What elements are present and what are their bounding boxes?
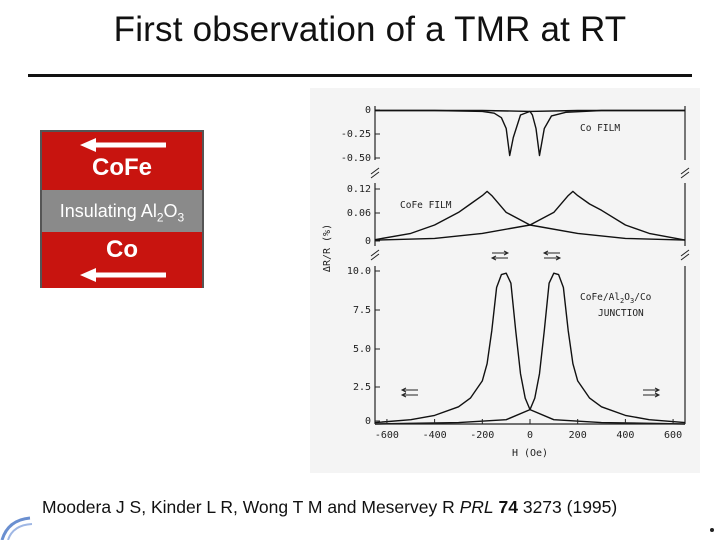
state-arrow-head-icon (542, 250, 549, 256)
x-tick-label: 200 (569, 430, 587, 441)
axis-break-mark (370, 167, 380, 179)
title-divider (28, 74, 692, 77)
citation: Moodera J S, Kinder L R, Wong T M and Me… (42, 497, 617, 518)
cofe-layer: CoFe (42, 132, 202, 190)
annotation-junction-part: 3 (630, 297, 634, 305)
junction-stack-diagram: CoFe Insulating Al2O3 Co (40, 130, 204, 288)
x-tick-label: 400 (616, 430, 634, 441)
cofe-label: CoFe (92, 154, 152, 181)
annotation-co-film: Co FILM (580, 123, 620, 134)
x-axis-label: H (Oe) (512, 448, 548, 459)
y-tick-label: 2.5 (353, 382, 371, 393)
citation-pages: 3273 (1995) (517, 497, 618, 517)
y-tick-label: 0 (365, 236, 371, 247)
logo-icon (0, 516, 33, 540)
state-arrow-head-icon (555, 255, 562, 261)
insulator-o: O (163, 201, 178, 221)
insulator-layer: Insulating Al2O3 (42, 190, 202, 232)
y-tick-label: 10.0 (347, 266, 371, 277)
series-line-panel-2-1 (374, 190, 686, 241)
x-tick-label: 0 (527, 430, 533, 441)
annotation-cofe-film: CoFe FILM (400, 200, 452, 211)
axis-break-mark (680, 167, 690, 179)
insulator-sub-2: 2 (156, 210, 164, 225)
series-line-panel-2-2 (374, 190, 686, 241)
annotation-junction-line2: JUNCTION (598, 308, 644, 319)
annotation-junction: CoFe/Al2O3/Co (580, 292, 652, 305)
co-layer: Co (42, 232, 202, 288)
annotation-junction-part: CoFe/Al (580, 292, 620, 303)
x-tick-label: 600 (664, 430, 682, 441)
tmr-figure: 0 -0.25 -0.50 0.12 0.06 0 10.0 7.5 5.0 2.5 0 -600 -4… (310, 88, 700, 473)
y-tick-label: -0.25 (341, 129, 371, 140)
y-axis-label: ΔR/R (%) (322, 224, 333, 272)
x-tick-label: -200 (470, 430, 494, 441)
annotation-junction-part: O (624, 292, 630, 303)
tmr-plots: 0 -0.25 -0.50 0.12 0.06 0 10.0 7.5 5.0 2.5 0 -600 -4… (322, 105, 690, 459)
series-line-panel-3-1 (374, 272, 686, 425)
axis-break-mark (370, 249, 380, 261)
citation-journal: PRL (459, 497, 494, 517)
state-arrow-head-icon (654, 387, 661, 393)
series-line-panel-1-2 (375, 109, 685, 157)
slide-title: First observation of a TMR at RT (113, 10, 627, 49)
y-tick-label: -0.50 (341, 153, 371, 164)
slide-dot (710, 528, 714, 532)
y-tick-label: 0.06 (347, 208, 371, 219)
left-arrow-icon (80, 138, 166, 152)
state-arrow-head-icon (400, 392, 407, 398)
insulator-label: Insulating Al (59, 201, 157, 221)
state-arrow-head-icon (490, 255, 497, 261)
y-tick-label: 0.12 (347, 184, 371, 195)
x-tick-label: -400 (423, 430, 447, 441)
state-arrow-head-icon (503, 250, 510, 256)
x-tick-label: -600 (375, 430, 399, 441)
annotation-junction-part: /Co (634, 292, 651, 303)
series-line-panel-3-2 (374, 272, 686, 425)
y-tick-label: 7.5 (353, 305, 371, 316)
state-arrow-head-icon (654, 392, 661, 398)
state-arrow-head-icon (400, 387, 407, 393)
axis-break-mark (680, 249, 690, 261)
co-label: Co (106, 236, 138, 263)
y-tick-label: 0 (365, 105, 371, 116)
insulator-sub-3: 3 (177, 210, 185, 225)
citation-authors: Moodera J S, Kinder L R, Wong T M and Me… (42, 497, 460, 517)
citation-volume: 74 (498, 497, 518, 517)
y-tick-label: 5.0 (353, 344, 371, 355)
y-tick-label: 0 (365, 416, 371, 427)
left-arrow-icon (80, 268, 166, 282)
series-line-panel-1-1 (375, 109, 685, 157)
annotation-junction-part: 2 (620, 297, 624, 305)
